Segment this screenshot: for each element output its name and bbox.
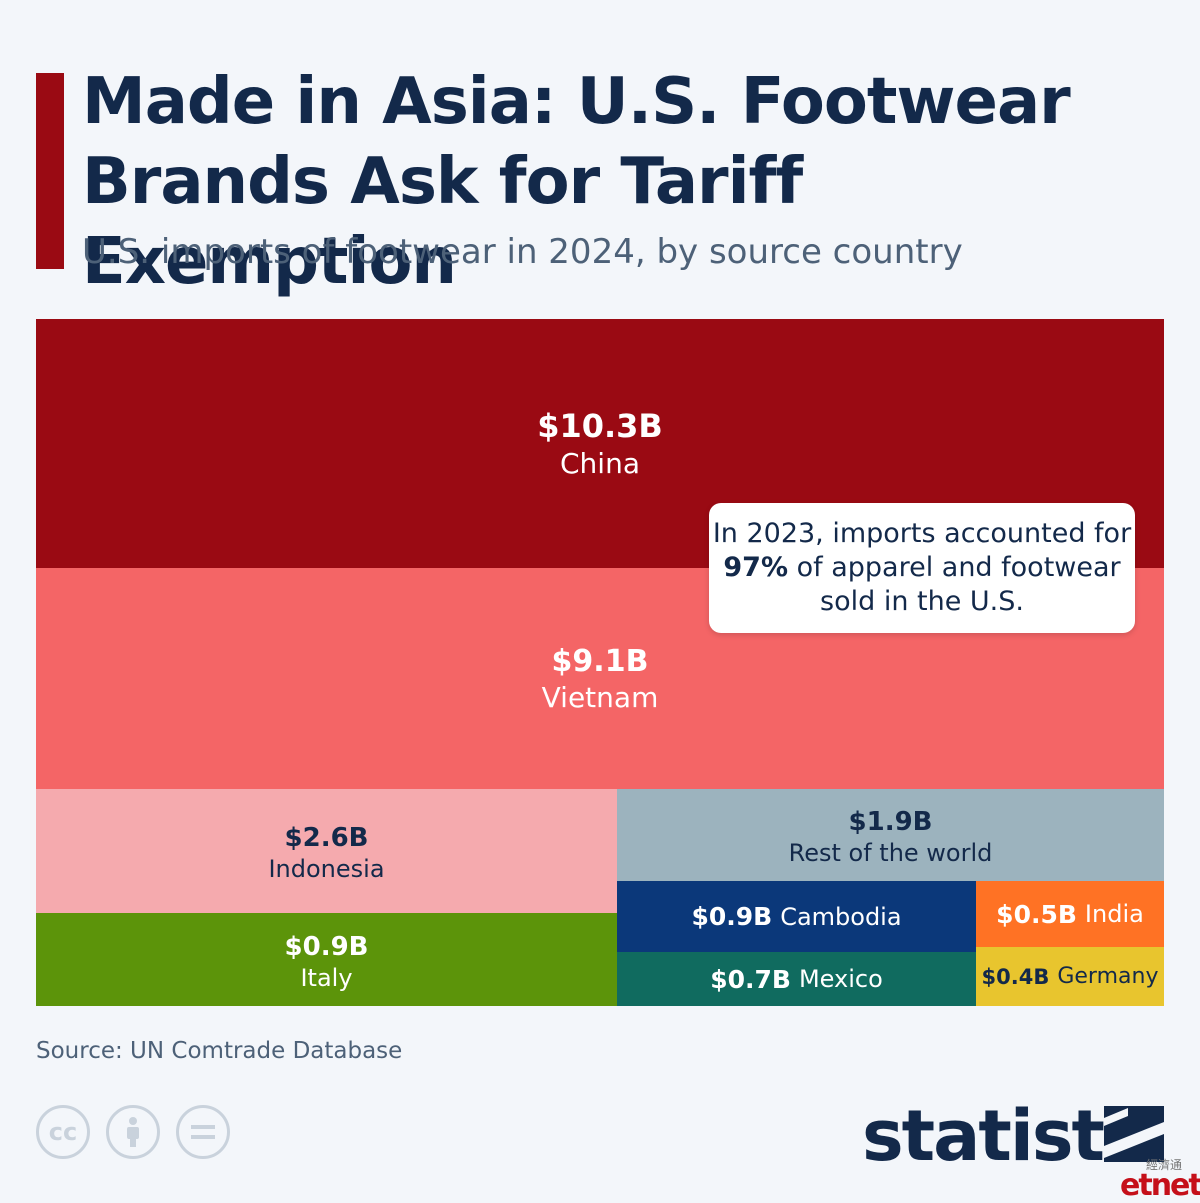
value-label-indonesia: $2.6B (284, 823, 369, 853)
callout-highlight: 97% (723, 552, 789, 583)
category-label-germany: Germany (1057, 964, 1159, 989)
source-note: Source: UN Comtrade Database (36, 1038, 403, 1064)
license-icons: cc (36, 1105, 230, 1159)
category-label-mexico: Mexico (798, 965, 883, 993)
chart-title: Made in Asia: U.S. Footwear Brands Ask f… (82, 62, 1182, 302)
treemap-tile-mexico: $0.7B Mexico (617, 952, 976, 1006)
watermark-chinese: 經濟通 (1146, 1158, 1183, 1172)
statista-logo-icon (1104, 1106, 1164, 1162)
treemap-tile-indonesia: $2.6B Indonesia (36, 789, 617, 913)
category-label-cambodia: Cambodia (780, 902, 902, 931)
title-line-1: Made in Asia: U.S. Footwear (82, 65, 1071, 139)
treemap-tile-india: $0.5B India (976, 881, 1164, 947)
statista-logo[interactable]: statista (862, 1095, 1150, 1177)
callout-box: In 2023, imports accounted for 97% of ap… (709, 503, 1135, 633)
value-label-italy: $0.9B (284, 931, 369, 962)
category-label-indonesia: Indonesia (268, 855, 385, 883)
treemap-chart: $10.3B China $9.1B Vietnam $2.6B Indonesia $0.… (36, 319, 1164, 1006)
title-accent-bar (36, 73, 64, 269)
value-label-mexico: $0.7B (710, 964, 791, 994)
category-label-vietnam: Vietnam (541, 680, 659, 714)
category-label-india: India (1084, 900, 1144, 928)
no-derivatives-icon[interactable] (176, 1105, 230, 1159)
treemap-tile-cambodia: $0.9B Cambodia (617, 881, 976, 952)
chart-subtitle: U.S. imports of footwear in 2024, by sou… (82, 232, 963, 272)
value-label-rest-of-the-world: $1.9B (848, 807, 933, 837)
category-label-rest-of-the-world: Rest of the world (788, 839, 993, 867)
value-label-india: $0.5B (996, 899, 1077, 929)
treemap-tile-italy: $0.9B Italy (36, 913, 617, 1006)
callout-text: In 2023, imports accounted for 97% of ap… (712, 518, 1132, 617)
value-label-china: $10.3B (537, 407, 663, 445)
treemap-tile-germany: $0.4B Germany (976, 947, 1164, 1006)
etnet-watermark: etnet (1120, 1168, 1200, 1203)
cc-icon[interactable]: cc (36, 1105, 90, 1159)
attribution-icon[interactable] (106, 1105, 160, 1159)
category-label-china: China (560, 447, 640, 480)
value-label-germany: $0.4B (981, 964, 1050, 989)
value-label-vietnam: $9.1B (551, 643, 649, 679)
value-label-cambodia: $0.9B (691, 902, 773, 931)
category-label-italy: Italy (300, 963, 353, 992)
treemap-tile-rest-of-the-world: $1.9B Rest of the world (617, 789, 1164, 881)
title-line-2: Brands Ask for Tariff Exemption (82, 145, 803, 299)
